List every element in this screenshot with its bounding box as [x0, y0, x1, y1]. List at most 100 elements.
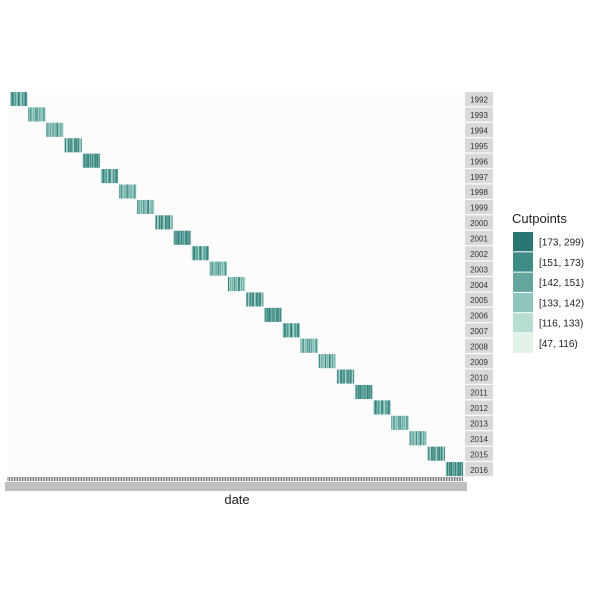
heatmap-tile	[284, 323, 286, 338]
heatmap-tile	[70, 138, 72, 153]
heatmap-tile	[130, 184, 132, 199]
heatmap-tile	[291, 323, 293, 338]
heatmap-tile	[260, 292, 262, 307]
heatmap-tile	[198, 246, 200, 261]
heatmap-tile	[19, 92, 21, 106]
heatmap-tile	[198, 246, 200, 261]
heatmap-tile	[156, 215, 158, 230]
heatmap-tile	[276, 307, 278, 322]
heatmap-tile	[202, 246, 204, 261]
facet-strip	[465, 354, 493, 369]
heatmap-tile	[148, 199, 150, 214]
heatmap-tile	[124, 184, 125, 199]
heatmap-tile	[55, 122, 57, 137]
heatmap-tile	[57, 122, 58, 137]
heatmap-tile	[23, 92, 24, 106]
heatmap-tile	[369, 384, 371, 399]
heatmap-tile	[183, 230, 185, 245]
heatmap-tile	[267, 307, 268, 322]
heatmap-tile	[313, 338, 315, 353]
heatmap-tile	[21, 92, 23, 106]
heatmap-tile	[397, 415, 398, 430]
facet-label: 2011	[470, 389, 488, 398]
heatmap-tile	[67, 138, 69, 153]
heatmap-tile	[259, 292, 260, 307]
heatmap-tile	[446, 462, 448, 477]
heatmap-tile	[302, 338, 304, 353]
heatmap-tile	[87, 153, 89, 168]
heatmap-tile	[449, 462, 451, 477]
heatmap-tile	[240, 277, 242, 292]
facet-strip	[465, 199, 493, 215]
heatmap-tile	[252, 292, 254, 307]
heatmap-tile	[294, 323, 296, 338]
heatmap-tile	[163, 215, 165, 230]
heatmap-tile	[418, 431, 419, 446]
heatmap-tile	[386, 400, 388, 415]
heatmap-tile	[235, 277, 237, 292]
heatmap-tile	[258, 292, 260, 307]
heatmap-tile	[69, 138, 70, 153]
heatmap-tile	[72, 138, 74, 153]
heatmap-tile	[108, 169, 110, 184]
heatmap-tile	[20, 92, 22, 106]
heatmap-tile	[71, 138, 73, 153]
heatmap-tile	[187, 230, 189, 245]
heatmap-tile	[413, 431, 415, 446]
heatmap-tile	[209, 261, 211, 276]
facet-strip	[465, 431, 493, 446]
heatmap-tile	[333, 354, 335, 369]
heatmap-tile	[180, 230, 182, 245]
heatmap-tile	[441, 446, 443, 461]
heatmap-tile	[129, 184, 131, 199]
heatmap-tile	[164, 215, 166, 230]
heatmap-tile	[459, 462, 461, 477]
heatmap-tile	[400, 415, 402, 430]
heatmap-tile	[221, 261, 222, 276]
heatmap-tile	[235, 277, 237, 292]
heatmap-tile	[21, 92, 23, 106]
heatmap-tile	[306, 338, 308, 353]
heatmap-tile	[251, 292, 252, 307]
heatmap-tile	[376, 400, 377, 415]
heatmap-tile	[10, 92, 12, 106]
heatmap-tile	[254, 292, 255, 307]
heatmap-tile	[207, 246, 209, 261]
heatmap-tile	[61, 122, 62, 137]
heatmap-tile	[290, 323, 292, 338]
heatmap-tile	[12, 92, 14, 106]
heatmap-tile	[77, 138, 79, 153]
heatmap-tile	[65, 138, 66, 153]
heatmap-tile	[348, 369, 350, 384]
heatmap-tile	[292, 323, 293, 338]
heatmap-tile	[458, 462, 460, 477]
heatmap-tile	[123, 184, 125, 199]
legend-key	[513, 252, 533, 272]
heatmap-tile	[118, 184, 120, 199]
heatmap-tile	[295, 323, 297, 338]
facet-strip	[465, 230, 493, 245]
heatmap-tile	[91, 153, 93, 168]
heatmap-tile	[246, 292, 247, 307]
heatmap-tile	[160, 215, 162, 230]
heatmap-tile	[32, 107, 34, 122]
heatmap-tile	[406, 415, 408, 430]
heatmap-tile	[179, 230, 180, 245]
heatmap-tile	[177, 230, 179, 245]
heatmap-tile	[213, 261, 215, 276]
heatmap-tile	[374, 400, 376, 415]
heatmap-tile	[165, 215, 167, 230]
heatmap-tile	[192, 246, 194, 261]
heatmap-tile	[15, 92, 17, 106]
heatmap-tile	[257, 292, 259, 307]
heatmap-tile	[332, 354, 334, 369]
heatmap-tile	[48, 122, 49, 137]
heatmap-tile	[332, 354, 334, 369]
heatmap-tile	[99, 153, 100, 168]
heatmap-tile	[399, 415, 401, 430]
heatmap-tile	[448, 462, 449, 477]
heatmap-tile	[175, 230, 176, 245]
heatmap-tile	[20, 92, 22, 106]
heatmap-tile	[284, 323, 285, 338]
heatmap-tile	[431, 446, 433, 461]
